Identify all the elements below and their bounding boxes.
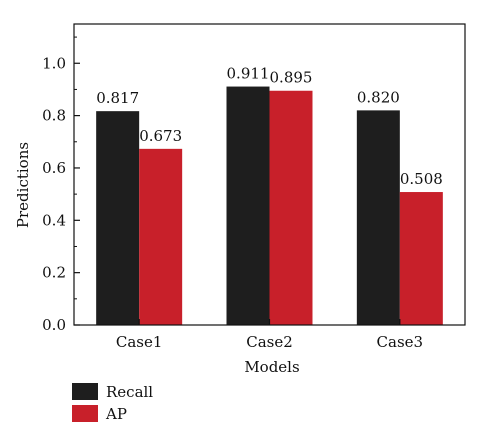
x-tick-label: Case1	[116, 333, 163, 351]
legend-swatch-ap	[72, 405, 98, 422]
x-axis-ticks: Case1 Case2 Case3	[116, 319, 423, 351]
legend-label: AP	[105, 405, 127, 423]
y-axis-label: Predictions	[14, 142, 32, 228]
data-label: 0.911	[227, 65, 270, 83]
bar-recall-case3	[356, 110, 400, 325]
bar-ap-case1	[139, 148, 183, 325]
bar-ap-case3	[399, 192, 443, 325]
bar-recall-case1	[96, 111, 140, 325]
data-label: 0.673	[139, 127, 182, 145]
legend-swatch-recall	[72, 383, 98, 400]
data-label: 0.817	[96, 89, 139, 107]
y-tick-label: 1.0	[42, 54, 66, 72]
legend-label: Recall	[106, 383, 153, 401]
bars-layer	[96, 86, 443, 326]
y-tick-label: 0.6	[42, 159, 66, 177]
y-axis-ticks: 0.0 0.2 0.4 0.6 0.8 1.0	[42, 36, 80, 334]
bar-recall-case2	[226, 86, 270, 325]
x-tick-label: Case3	[377, 333, 424, 351]
x-tick-label: Case2	[246, 333, 293, 351]
x-axis-label: Models	[244, 358, 299, 376]
data-label: 0.820	[357, 88, 400, 106]
bar-ap-case2	[269, 90, 313, 326]
y-tick-label: 0.0	[42, 316, 66, 334]
y-tick-label: 0.8	[42, 107, 66, 125]
legend: Recall AP	[72, 383, 153, 423]
data-label: 0.895	[270, 69, 313, 87]
y-tick-label: 0.2	[42, 264, 66, 282]
y-tick-label: 0.4	[42, 211, 66, 229]
data-labels-layer: 0.817 0.673 0.911 0.895 0.820 0.508	[96, 65, 443, 188]
data-label: 0.508	[400, 170, 443, 188]
